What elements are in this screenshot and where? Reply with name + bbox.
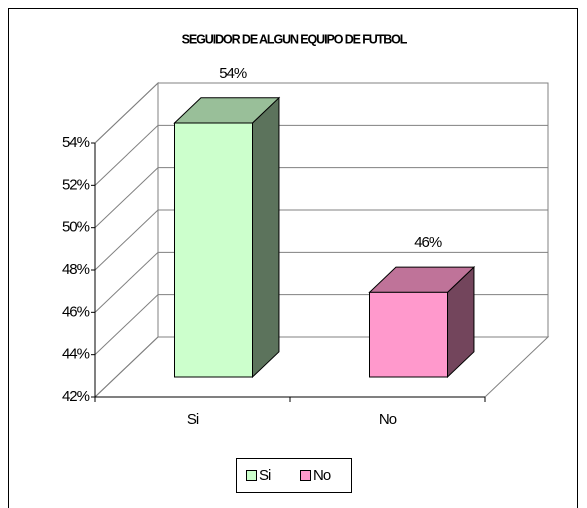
grid-line bbox=[94, 82, 159, 144]
grid-line bbox=[94, 124, 159, 186]
legend-label: Si bbox=[259, 467, 271, 484]
grid-line bbox=[94, 336, 159, 398]
y-tick-label: 44% bbox=[62, 346, 90, 363]
chart-title: SEGUIDOR DE ALGUN EQUIPO DE FUTBOL bbox=[182, 32, 408, 46]
y-tick-label: 42% bbox=[62, 388, 90, 405]
legend-swatch bbox=[246, 470, 257, 481]
bar bbox=[174, 122, 253, 378]
grid-line bbox=[94, 251, 159, 313]
grid-line bbox=[94, 167, 159, 229]
y-tick-label: 52% bbox=[62, 176, 90, 193]
y-tick-label: 48% bbox=[62, 261, 90, 278]
legend-label: No bbox=[313, 467, 331, 484]
floor bbox=[93, 336, 550, 398]
y-tick-label: 50% bbox=[62, 219, 90, 236]
x-tick-label: Si bbox=[187, 411, 199, 428]
bar-side bbox=[252, 96, 280, 379]
x-tick-label: No bbox=[379, 411, 397, 428]
grid-line bbox=[94, 294, 159, 356]
y-tick-label: 46% bbox=[62, 303, 90, 320]
data-label: 46% bbox=[414, 234, 442, 251]
y-tick-label: 54% bbox=[62, 134, 90, 151]
data-label: 54% bbox=[219, 65, 247, 82]
grid-line bbox=[94, 209, 159, 271]
bar bbox=[369, 291, 448, 378]
legend-swatch bbox=[300, 470, 311, 481]
